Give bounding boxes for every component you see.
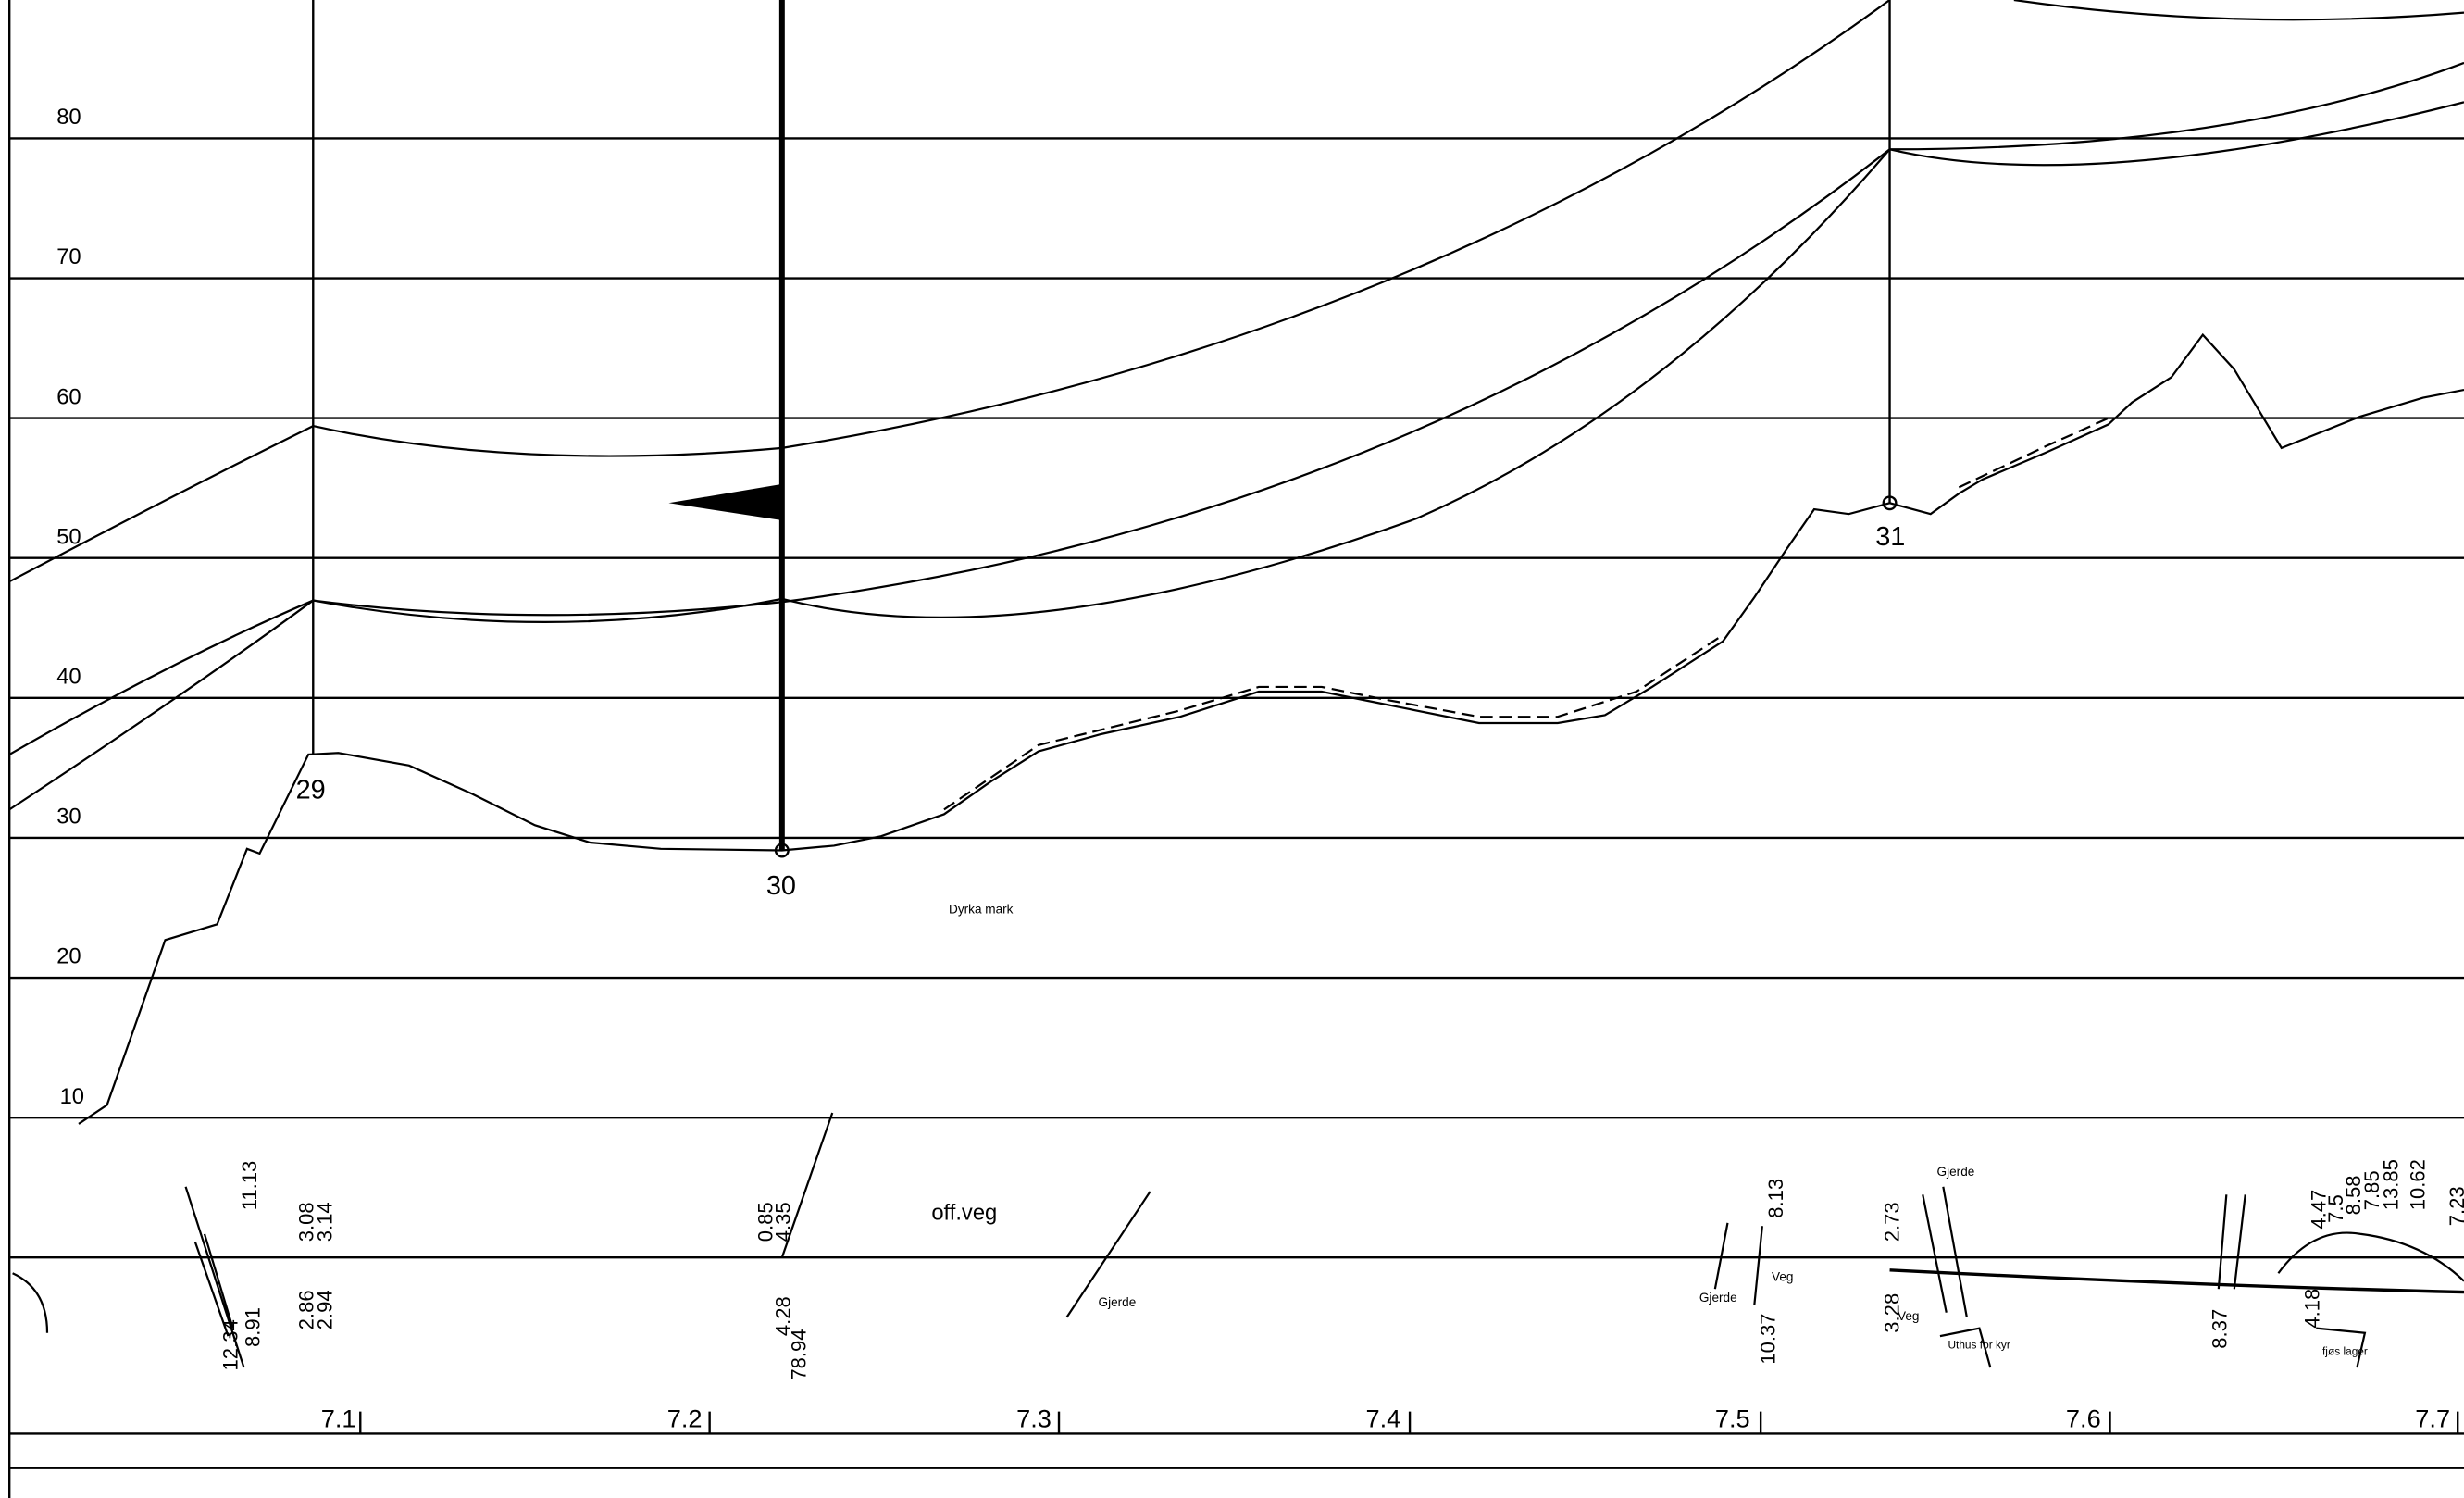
measurement: 4.18 bbox=[2301, 1289, 2324, 1329]
chainage-label: 7.3 bbox=[1016, 1404, 1052, 1433]
measurements: 12.34 8.91 11.13 3.08 3.14 2.86 2.94 0.8… bbox=[219, 1159, 2464, 1380]
measurement: 3.28 bbox=[1881, 1293, 1904, 1333]
elevation-label: 80 bbox=[56, 105, 81, 130]
measurement: 0.85 bbox=[754, 1202, 778, 1242]
line bbox=[1713, 1222, 1763, 1305]
chainage-label: 7.7 bbox=[2415, 1404, 2450, 1433]
line bbox=[184, 1186, 245, 1368]
flag bbox=[668, 483, 782, 520]
measurement: 8.91 bbox=[241, 1307, 264, 1347]
measurement: 8.58 bbox=[2342, 1175, 2365, 1215]
measurement: 2.94 bbox=[314, 1290, 337, 1329]
line bbox=[12, 1272, 49, 1333]
measurement: 4.47 bbox=[2307, 1190, 2330, 1230]
measurement: 4.35 bbox=[771, 1202, 794, 1242]
measurement: 8.37 bbox=[2208, 1309, 2231, 1349]
measurement: 11.13 bbox=[238, 1161, 261, 1211]
measurement: 2.73 bbox=[1881, 1202, 1904, 1242]
terrain-alt bbox=[943, 417, 2109, 811]
chainage-label: 7.4 bbox=[1365, 1404, 1400, 1433]
tower-base bbox=[1882, 495, 1898, 511]
wire bbox=[8, 0, 1891, 583]
annotation: Dyrka mark bbox=[949, 902, 1014, 916]
measurement: 8.13 bbox=[1764, 1179, 1787, 1218]
wire bbox=[1889, 0, 2464, 167]
chainage-label: 7.5 bbox=[1715, 1404, 1750, 1433]
measurement: 78.94 bbox=[787, 1329, 810, 1379]
measurement: 3.14 bbox=[314, 1202, 337, 1242]
elevation-label: 20 bbox=[56, 944, 81, 969]
wire bbox=[8, 148, 1891, 811]
elevation-label: 30 bbox=[56, 805, 81, 830]
elevation-label: 40 bbox=[56, 665, 81, 690]
annotation: fjøs lager bbox=[2322, 1345, 2368, 1358]
line bbox=[1922, 1186, 2464, 1368]
measurement: 10.62 bbox=[2406, 1159, 2429, 1210]
road bbox=[1889, 1268, 2464, 1294]
measurement: 13.85 bbox=[2380, 1159, 2403, 1210]
measurement: 7.23 bbox=[2445, 1186, 2464, 1226]
tower-number: 31 bbox=[1875, 522, 1905, 552]
tower-number: 29 bbox=[296, 775, 326, 805]
towers: 29 30 31 bbox=[296, 0, 1905, 901]
annotation: off.veg bbox=[931, 1201, 997, 1226]
measurement: 7.85 bbox=[2360, 1170, 2383, 1210]
chainage-ticks bbox=[359, 1411, 2459, 1434]
chainage-label: 7.6 bbox=[2066, 1404, 2101, 1433]
elevation-label: 10 bbox=[60, 1084, 84, 1109]
measurement: 10.37 bbox=[1756, 1313, 1779, 1364]
chainage-label: 7.2 bbox=[667, 1404, 703, 1433]
wire bbox=[8, 148, 1891, 755]
plan-lines bbox=[12, 1112, 2464, 1368]
wires bbox=[8, 0, 2464, 811]
annotation: Gjerde bbox=[1099, 1295, 1137, 1309]
line bbox=[780, 1112, 834, 1258]
chainage-label: 7.1 bbox=[321, 1404, 356, 1433]
elevation-labels: 80 70 60 50 40 30 20 10 bbox=[56, 105, 84, 1109]
annotation: Gjerde bbox=[1937, 1165, 1975, 1179]
measurement: 3.08 bbox=[294, 1202, 317, 1242]
terrain bbox=[78, 332, 2464, 1125]
line bbox=[1065, 1191, 1151, 1318]
elevation-label: 70 bbox=[56, 244, 81, 269]
tower-number: 30 bbox=[766, 871, 796, 901]
measurement: 7.5 bbox=[2324, 1194, 2347, 1223]
annotations: Dyrka mark off.veg Gjerde Gjerde Gjerde … bbox=[931, 902, 2368, 1357]
measurement: 2.86 bbox=[294, 1290, 317, 1329]
measurement: 4.28 bbox=[771, 1296, 794, 1336]
elevation-label: 60 bbox=[56, 384, 81, 409]
annotation: Veg bbox=[1772, 1270, 1793, 1284]
annotation: Gjerde bbox=[1699, 1291, 1737, 1305]
measurement: 12.34 bbox=[219, 1319, 243, 1370]
chainage-labels: 7.1 7.2 7.3 7.4 7.5 7.6 7.7 bbox=[321, 1404, 2459, 1434]
annotation: Uthus for kyr bbox=[1948, 1339, 2010, 1352]
annotation: Veg bbox=[1898, 1309, 1919, 1323]
